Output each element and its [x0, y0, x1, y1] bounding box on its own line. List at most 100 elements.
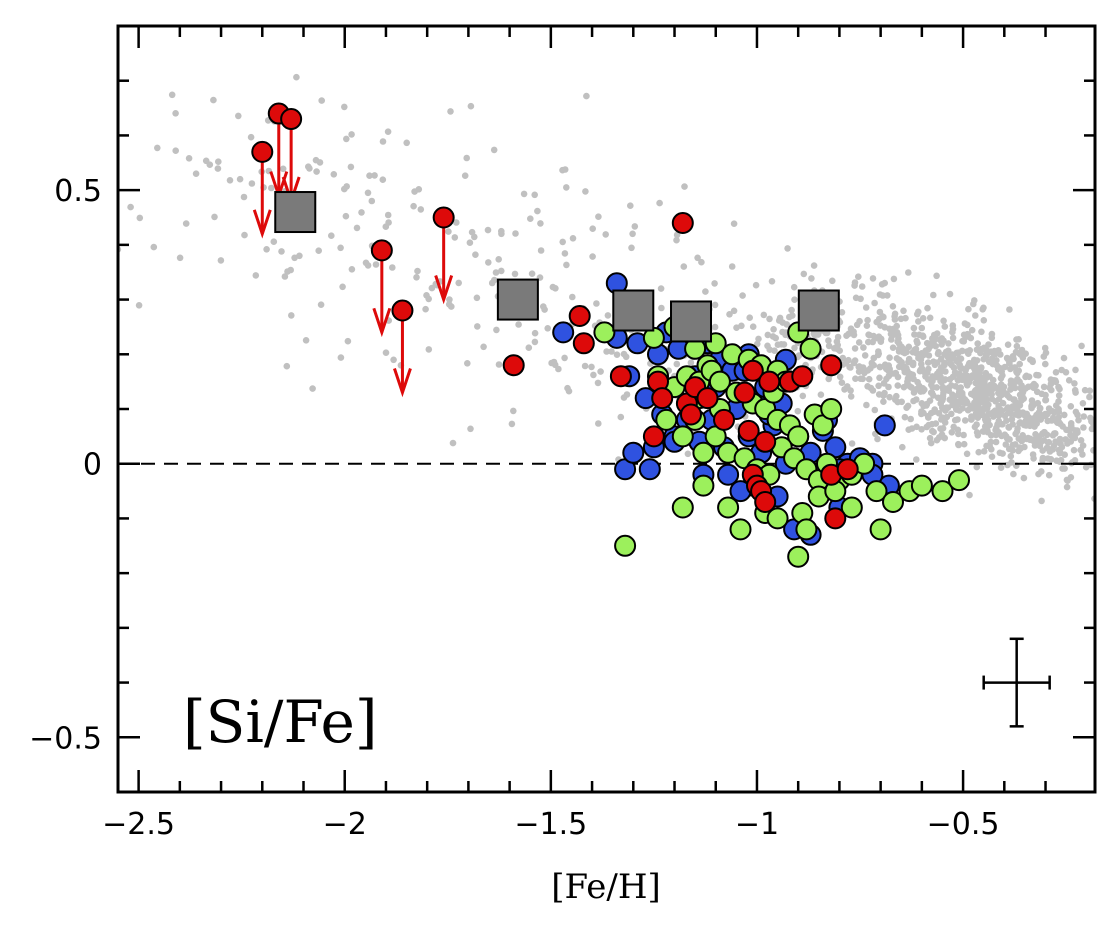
background-star-point — [384, 128, 392, 135]
background-star-point — [953, 357, 960, 365]
background-star-point — [1086, 393, 1093, 401]
background-star-point — [955, 441, 962, 449]
background-star-point — [1039, 454, 1047, 462]
background-star-point — [1098, 445, 1105, 452]
background-star-point — [898, 398, 905, 406]
background-star-point — [754, 340, 761, 348]
background-star-point — [1063, 483, 1071, 491]
background-star-point — [657, 285, 665, 292]
background-star-point — [270, 238, 278, 245]
background-star-point — [1079, 400, 1087, 407]
green-point — [931, 480, 954, 503]
background-star-point — [863, 322, 871, 330]
background-star-point — [417, 206, 425, 213]
background-star-point — [1045, 405, 1053, 412]
background-star-point — [988, 453, 996, 461]
background-star-point — [1029, 451, 1037, 458]
background-star-point — [474, 323, 481, 330]
background-star-point — [127, 203, 134, 211]
background-star-point — [948, 429, 956, 436]
background-star-point — [1033, 388, 1041, 396]
background-star-point — [962, 374, 969, 382]
background-star-point — [135, 302, 143, 309]
background-star-point — [876, 363, 884, 371]
background-star-point — [1063, 476, 1071, 484]
background-star-point — [1071, 380, 1078, 387]
red-point — [754, 491, 777, 513]
background-star-point — [1004, 405, 1011, 412]
background-star-point — [859, 364, 867, 371]
background-star-point — [975, 346, 982, 353]
background-star-point — [752, 281, 760, 289]
background-star-point — [810, 262, 818, 269]
background-star-point — [954, 370, 962, 378]
background-star-point — [766, 315, 773, 323]
background-star-point — [176, 254, 184, 262]
background-star-point — [919, 333, 927, 341]
background-star-point — [1078, 342, 1085, 350]
y-tick-label: 0.5 — [54, 174, 102, 209]
background-star-point — [885, 372, 893, 380]
background-star-point — [541, 306, 548, 313]
background-star-point — [876, 308, 884, 316]
background-star-point — [950, 364, 958, 372]
background-star-point — [970, 391, 977, 399]
background-star-point — [629, 230, 636, 238]
x-tick-label: −2 — [323, 807, 367, 842]
background-star-point — [905, 426, 912, 434]
background-star-point — [968, 415, 975, 423]
background-star-point — [281, 273, 289, 280]
green-point — [671, 496, 694, 519]
background-star-point — [934, 350, 942, 358]
background-star-point — [949, 373, 957, 381]
background-star-point — [910, 324, 918, 332]
blue-point — [717, 463, 740, 486]
background-star-point — [550, 358, 558, 366]
background-star-point — [880, 398, 887, 406]
background-star-point — [1014, 425, 1021, 432]
background-star-point — [926, 397, 934, 405]
background-star-point — [869, 387, 877, 394]
background-star-point — [770, 326, 777, 333]
background-star-point — [892, 369, 900, 377]
background-star-point — [839, 354, 847, 362]
background-star-point — [881, 389, 888, 397]
background-star-point — [971, 423, 979, 431]
background-star-point — [1010, 378, 1017, 385]
background-star-point — [569, 235, 577, 242]
background-star-point — [976, 391, 983, 399]
background-star-point — [512, 230, 519, 237]
background-star-point — [684, 450, 692, 458]
background-star-point — [555, 365, 562, 373]
background-star-point — [1111, 434, 1117, 441]
background-star-point — [778, 341, 785, 348]
blue-point — [622, 441, 645, 464]
background-star-point — [1042, 396, 1050, 404]
background-star-point — [358, 209, 365, 216]
green-point — [799, 337, 822, 360]
background-star-point — [940, 317, 947, 325]
background-star-point — [847, 325, 855, 333]
background-star-point — [217, 257, 225, 264]
background-star-point — [966, 359, 973, 367]
background-star-point — [920, 351, 927, 359]
gray-square-point — [612, 289, 655, 332]
background-star-point — [899, 443, 906, 451]
background-star-point — [946, 396, 954, 404]
background-star-point — [413, 274, 420, 281]
red-point — [502, 354, 525, 377]
green-point — [865, 480, 888, 503]
background-star-point — [1109, 470, 1116, 477]
background-star-point — [1047, 456, 1055, 463]
background-star-point — [746, 314, 753, 322]
green-point — [787, 545, 810, 568]
background-star-point — [622, 353, 630, 361]
background-star-point — [886, 354, 893, 362]
background-star-point — [958, 365, 966, 372]
background-star-point — [1055, 383, 1062, 391]
background-star-point — [1042, 360, 1049, 368]
background-star-point — [1050, 377, 1058, 384]
background-star-point — [305, 163, 312, 170]
background-star-point — [1111, 427, 1117, 434]
background-star-point — [855, 368, 863, 376]
